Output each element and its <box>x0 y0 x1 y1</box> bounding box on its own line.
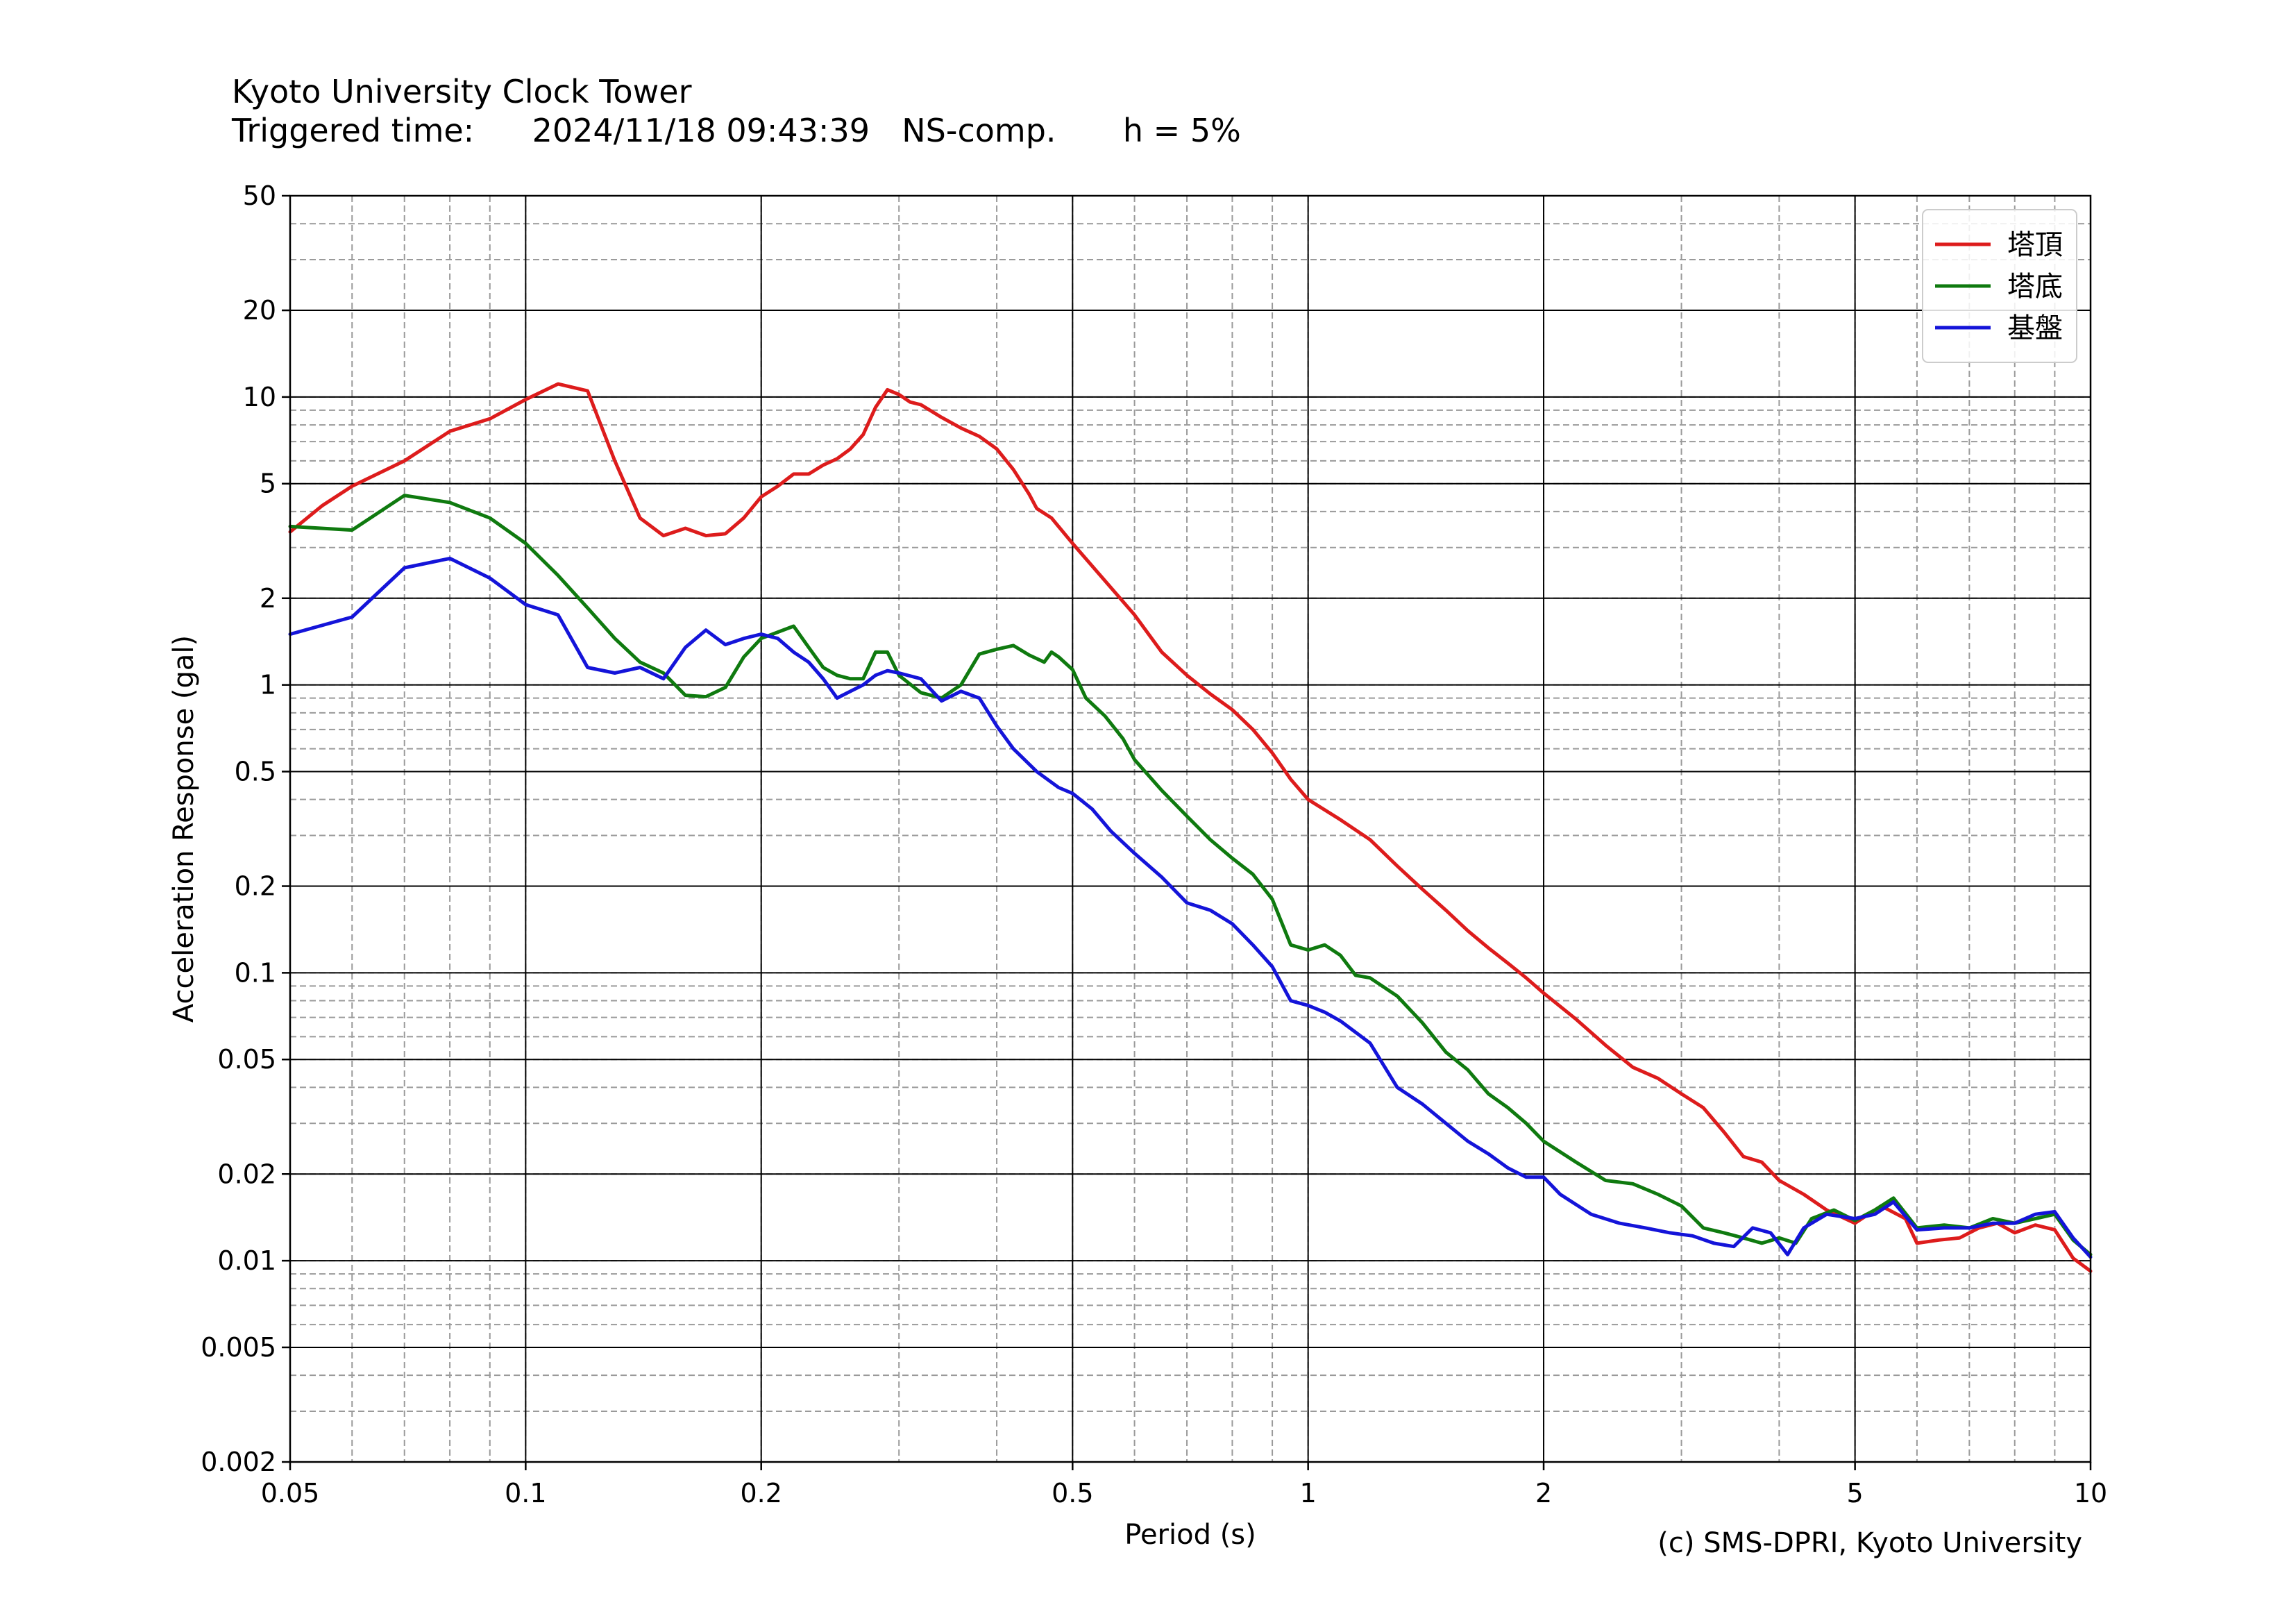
y-axis-label: Acceleration Response (gal) <box>168 635 200 1023</box>
legend-box <box>1922 209 2077 363</box>
y-tick-label: 0.005 <box>201 1332 276 1363</box>
plot-frame <box>289 194 2092 1463</box>
x-axis-ticks: 0.05 0.1 0.2 0.5 1 2 5 10 <box>261 1462 2107 1508</box>
x-tick-label: 10 <box>2074 1478 2107 1508</box>
y-tick-label: 0.01 <box>217 1245 276 1276</box>
triggered-time: 2024/11/18 09:43:39 <box>532 112 870 149</box>
y-tick-label: 0.02 <box>217 1159 276 1189</box>
y-tick-label: 20 <box>243 295 276 326</box>
component-label: NS-comp. <box>902 112 1056 149</box>
x-tick-label: 2 <box>1535 1478 1552 1508</box>
copyright-notice: (c) SMS-DPRI, Kyoto University <box>1657 1527 2082 1559</box>
series-line-2 <box>288 494 2093 1256</box>
triggered-label: Triggered time: <box>232 112 475 149</box>
x-tick-label: 0.05 <box>261 1478 320 1508</box>
series-line-1 <box>288 382 2093 1273</box>
y-axis-ticks: 0.002 0.005 0.01 0.02 0.05 0.1 0.2 0.5 1 2 5 10 20 50 <box>201 180 290 1477</box>
y-tick-label: 0.5 <box>235 756 276 787</box>
damping-label: h = 5% <box>1122 112 1241 149</box>
x-tick-label: 5 <box>1847 1478 1864 1508</box>
x-tick-label: 0.1 <box>505 1478 546 1508</box>
station-title: Kyoto University Clock Tower <box>232 73 692 110</box>
y-tick-label: 2 <box>260 583 276 614</box>
legend-label-3: 基盤 <box>2007 312 2063 344</box>
x-axis-label: Period (s) <box>1124 1519 1256 1551</box>
y-tick-label: 50 <box>243 180 276 211</box>
y-tick-label: 1 <box>260 670 276 700</box>
y-tick-label: 0.002 <box>201 1447 276 1477</box>
y-tick-label: 5 <box>260 469 276 499</box>
y-tick-label: 0.05 <box>217 1044 276 1075</box>
chart-header: Kyoto University Clock Tower Triggered t… <box>232 72 1241 150</box>
x-tick-label: 0.5 <box>1052 1478 1093 1508</box>
legend-label-2: 塔底 <box>2007 271 2063 303</box>
series-line-3 <box>288 556 2093 1259</box>
series-layer <box>288 382 2093 1273</box>
trigger-info-row: Triggered time: 2024/11/18 09:43:39 NS-c… <box>232 111 1241 150</box>
y-tick-label: 0.2 <box>235 871 276 902</box>
x-tick-label: 0.2 <box>740 1478 782 1508</box>
y-tick-label: 0.1 <box>235 957 276 988</box>
legend-label-1: 塔頂 <box>2007 229 2063 261</box>
station-title-row: Kyoto University Clock Tower <box>232 72 1241 111</box>
y-tick-label: 10 <box>243 382 276 412</box>
x-tick-label: 1 <box>1300 1478 1317 1508</box>
